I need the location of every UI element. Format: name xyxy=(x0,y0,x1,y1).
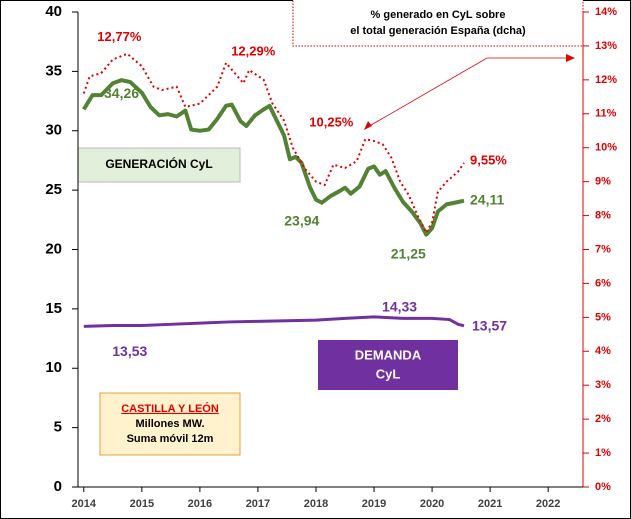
y2-tick-label: 13% xyxy=(595,40,617,52)
arrow xyxy=(365,57,568,129)
data-label: 34,26 xyxy=(104,85,139,101)
y2-tick-label: 11% xyxy=(595,108,617,120)
series-line xyxy=(83,315,465,328)
data-label: 23,94 xyxy=(284,212,319,228)
annotation: Millones MW. xyxy=(135,418,204,430)
x-tick-label: 2022 xyxy=(536,498,560,510)
data-label: 24,11 xyxy=(470,191,504,207)
y-tick-label: 40 xyxy=(45,3,62,20)
data-label: 21,25 xyxy=(391,245,426,261)
y2-tick-label: 5% xyxy=(595,311,611,323)
y2-tick-label: 14% xyxy=(595,6,617,18)
annotation: CyL xyxy=(376,366,401,381)
x-tick-label: 2021 xyxy=(478,498,502,510)
x-tick-label: 2020 xyxy=(420,498,444,510)
data-label: 12,77% xyxy=(97,29,142,44)
y-tick-label: 0 xyxy=(54,478,62,495)
label-box xyxy=(99,392,241,456)
data-label: 13,57 xyxy=(472,318,507,334)
data-label: 14,33 xyxy=(382,299,417,315)
y-tick-label: 30 xyxy=(45,122,62,139)
x-tick-label: 2016 xyxy=(188,498,212,510)
annotation: el total generación España (dcha) xyxy=(350,25,526,37)
annotation: Suma móvil 12m xyxy=(127,433,214,445)
data-label: 10,25% xyxy=(309,115,354,130)
x-tick-label: 2017 xyxy=(246,498,270,510)
y-tick-label: 20 xyxy=(45,240,62,257)
y-tick-label: 25 xyxy=(45,181,62,198)
y2-tick-label: 10% xyxy=(595,142,617,154)
annotation: DEMANDA xyxy=(355,347,422,362)
x-tick-label: 2014 xyxy=(72,498,97,510)
y-tick-label: 15 xyxy=(45,300,62,317)
data-label: 13,53 xyxy=(112,343,147,359)
y2-tick-label: 1% xyxy=(595,447,611,459)
label-box xyxy=(318,340,458,390)
label-box xyxy=(77,147,241,183)
y2-tick-label: 2% xyxy=(595,413,611,425)
legend-box xyxy=(292,0,584,47)
y2-tick-label: 6% xyxy=(595,277,611,289)
data-label: 9,55% xyxy=(470,152,507,167)
annotation: % generado en CyL sobre xyxy=(371,9,506,21)
y2-tick-label: 12% xyxy=(595,74,617,86)
series-line xyxy=(82,78,465,237)
annotation: CASTILLA Y LEÓN xyxy=(121,402,219,415)
series-line xyxy=(82,52,465,234)
y2-tick-label: 4% xyxy=(595,345,611,357)
arrow-head xyxy=(364,121,372,130)
x-tick-label: 2019 xyxy=(362,498,386,510)
x-tick-label: 2018 xyxy=(304,498,328,510)
y2-tick-label: 9% xyxy=(595,176,611,188)
x-tick-label: 2015 xyxy=(130,498,154,510)
annotation: GENERACIÓN CyL xyxy=(105,156,212,171)
y-tick-label: 10 xyxy=(45,359,62,376)
y-tick-label: 35 xyxy=(45,62,62,79)
y2-tick-label: 8% xyxy=(595,209,611,221)
y2-tick-label: 3% xyxy=(595,379,611,391)
y2-tick-label: 0% xyxy=(595,481,611,493)
y2-tick-label: 7% xyxy=(595,243,611,255)
data-label: 12,29% xyxy=(231,43,276,58)
arrow-head xyxy=(566,54,575,62)
y-tick-label: 5 xyxy=(54,419,62,436)
